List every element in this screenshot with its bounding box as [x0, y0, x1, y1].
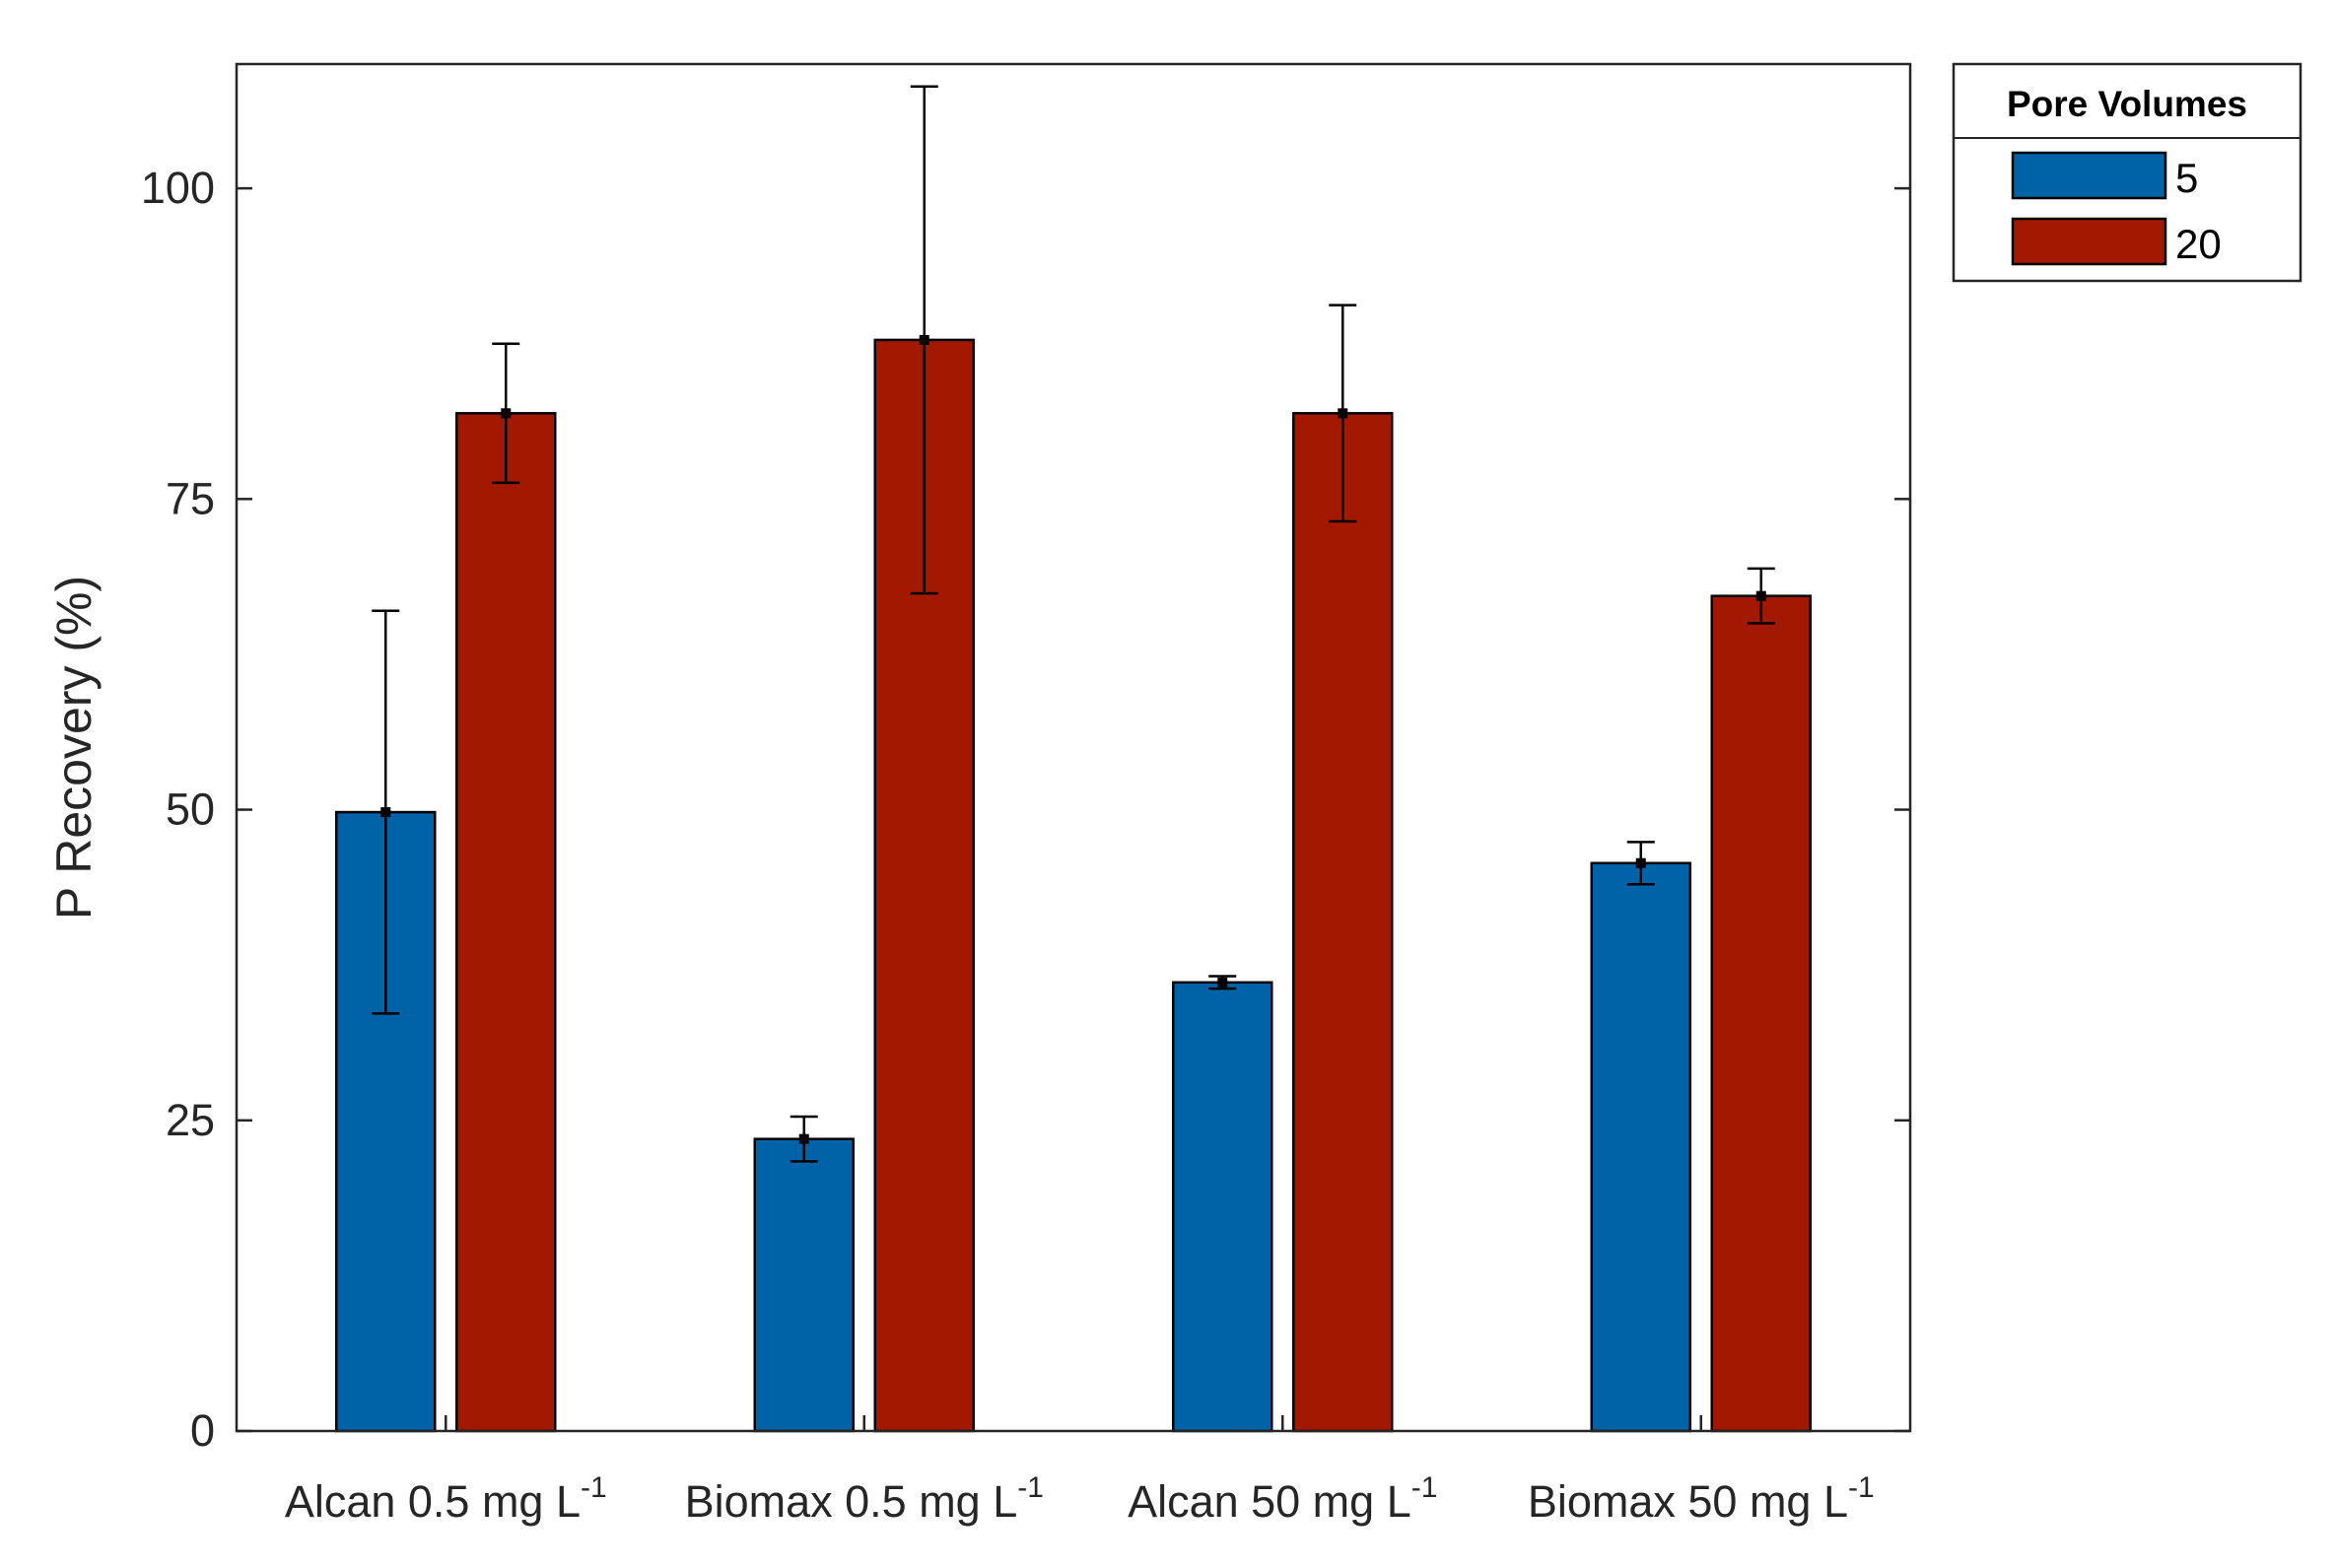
- x-tick-label: Biomax 50 mg L-1: [1528, 1471, 1875, 1527]
- y-tick-label: 75: [166, 473, 215, 523]
- error-bar-5-0: [372, 609, 400, 1015]
- x-tick-label: Alcan 50 mg L-1: [1128, 1471, 1437, 1527]
- x-tick-label: Biomax 0.5 mg L-1: [685, 1471, 1044, 1527]
- bar-5-3[interactable]: [1590, 861, 1691, 1433]
- legend-swatch-20: [2011, 217, 2167, 266]
- plot-area-frame: [235, 62, 1912, 1433]
- bar-5-2[interactable]: [1172, 981, 1273, 1433]
- bar-20-2[interactable]: [1292, 412, 1394, 1433]
- legend-swatch-5: [2011, 151, 2167, 200]
- error-bar-20-2: [1329, 304, 1357, 523]
- legend-entry-5: 5: [2175, 155, 2198, 201]
- y-axis-label: P Recovery (%): [46, 576, 102, 920]
- error-bar-20-3: [1747, 567, 1775, 625]
- y-tick-label: 100: [141, 163, 215, 213]
- y-axis-ticks: 0 25 50 75 100: [141, 163, 1910, 1456]
- error-bar-20-1: [910, 85, 938, 595]
- bar-20-0[interactable]: [455, 412, 557, 1433]
- legend[interactable]: Pore Volumes 5 20: [1952, 62, 2303, 283]
- error-bars-layer: [372, 85, 1775, 1163]
- y-tick-label: 50: [166, 784, 215, 835]
- y-tick-label: 0: [190, 1405, 215, 1456]
- error-bar-5-3: [1626, 841, 1655, 886]
- x-tick-label: Alcan 0.5 mg L-1: [285, 1471, 607, 1527]
- y-tick-label: 25: [166, 1095, 215, 1145]
- legend-title: Pore Volumes: [2007, 84, 2247, 124]
- bar-20-3[interactable]: [1710, 594, 1812, 1433]
- error-bar-5-2: [1208, 975, 1237, 990]
- bars-layer: [335, 338, 1812, 1433]
- error-bar-5-1: [790, 1115, 818, 1163]
- bar-5-1[interactable]: [753, 1137, 855, 1433]
- error-bar-20-0: [492, 342, 520, 485]
- x-axis-ticks: Alcan 0.5 mg L-1 Biomax 0.5 mg L-1 Alcan 5…: [285, 1415, 1875, 1527]
- legend-entry-20: 20: [2175, 221, 2222, 267]
